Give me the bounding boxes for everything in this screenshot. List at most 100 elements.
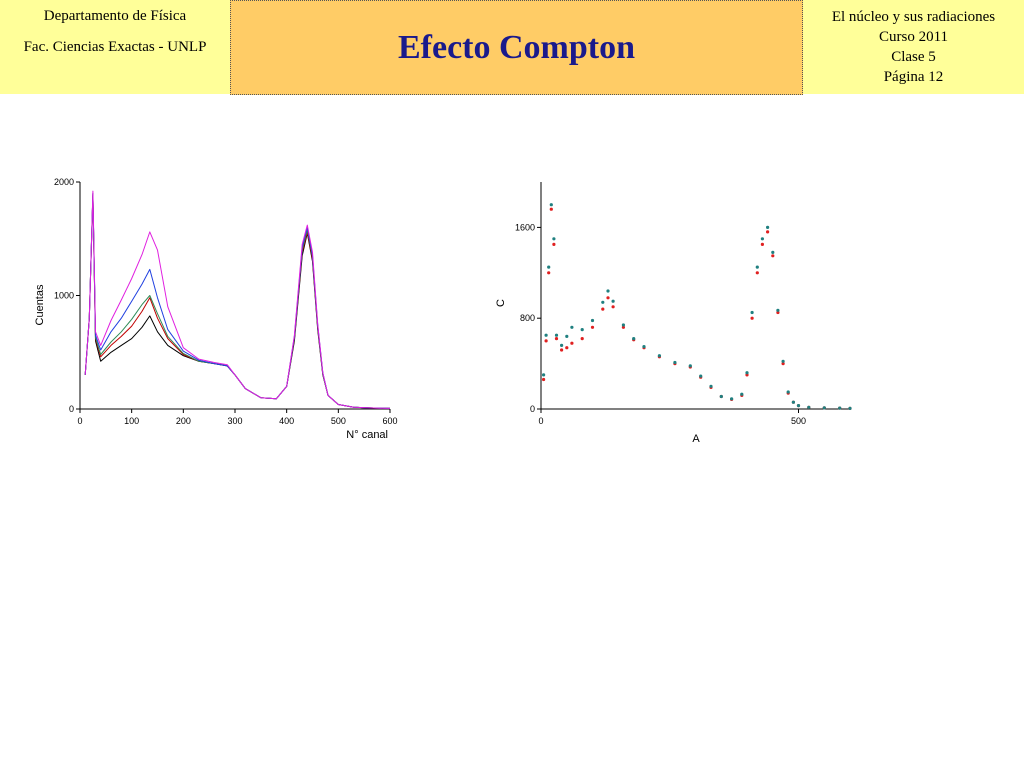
data-point bbox=[719, 394, 723, 399]
data-point bbox=[544, 333, 548, 337]
series-line-2 bbox=[84, 194, 391, 409]
data-point bbox=[657, 354, 661, 358]
series-line-3 bbox=[84, 192, 391, 409]
data-point bbox=[745, 371, 749, 375]
x-tick-label: 100 bbox=[124, 416, 139, 426]
data-point bbox=[549, 203, 553, 207]
x-tick-label: 500 bbox=[331, 416, 346, 426]
page-number: Página 12 bbox=[883, 69, 944, 85]
y-tick-label: 0 bbox=[69, 404, 74, 414]
data-point bbox=[848, 406, 852, 410]
data-point bbox=[632, 337, 636, 341]
course-year: Curso 2011 bbox=[878, 29, 949, 45]
data-point bbox=[606, 289, 610, 293]
data-point bbox=[760, 237, 764, 241]
header-right-panel: El núcleo y sus radiaciones Curso 2011 C… bbox=[803, 0, 1024, 94]
data-point bbox=[580, 328, 584, 332]
data-point bbox=[771, 250, 775, 254]
data-point bbox=[740, 392, 744, 396]
y-tick-label: 2000 bbox=[54, 177, 74, 187]
data-point bbox=[560, 343, 564, 347]
data-point bbox=[730, 397, 734, 401]
data-point bbox=[554, 333, 559, 337]
header-left-panel: Departamento de Física Fac. Ciencias Exa… bbox=[0, 0, 230, 94]
data-point bbox=[570, 341, 574, 345]
y-axis-label: Cuentas bbox=[34, 284, 46, 325]
data-point bbox=[552, 242, 556, 246]
data-point bbox=[642, 345, 646, 349]
data-point bbox=[745, 373, 749, 377]
data-point bbox=[786, 390, 790, 394]
data-point bbox=[838, 406, 842, 410]
data-point bbox=[760, 242, 764, 246]
spectrum-chart-right: 0 500 0 800 1600 A C bbox=[495, 182, 852, 445]
data-point bbox=[750, 310, 754, 315]
data-point bbox=[766, 230, 770, 234]
y-tick-label: 1600 bbox=[515, 222, 535, 232]
x-axis-label: A bbox=[692, 433, 700, 445]
data-point bbox=[709, 384, 713, 388]
x-tick-label: 400 bbox=[279, 416, 294, 426]
data-point bbox=[544, 339, 548, 343]
data-point bbox=[601, 300, 605, 304]
data-point bbox=[542, 377, 546, 382]
x-axis-label: N° canal bbox=[346, 429, 388, 441]
y-tick-label: 1000 bbox=[54, 291, 74, 301]
data-point bbox=[791, 400, 795, 404]
data-point bbox=[673, 360, 677, 365]
data-point bbox=[776, 310, 780, 315]
data-point bbox=[547, 271, 551, 275]
data-point bbox=[771, 254, 775, 258]
y-tick-label: 0 bbox=[530, 404, 535, 414]
class-number: Clase 5 bbox=[891, 49, 936, 65]
data-point bbox=[621, 325, 625, 329]
data-point bbox=[755, 271, 759, 275]
x-tick-label: 200 bbox=[176, 416, 191, 426]
series-line-0 bbox=[84, 192, 391, 409]
series-line-4 bbox=[84, 190, 391, 409]
x-tick-label: 0 bbox=[538, 416, 543, 426]
data-point bbox=[781, 359, 785, 363]
data-point bbox=[807, 405, 811, 409]
x-tick-label: 0 bbox=[77, 416, 82, 426]
data-point bbox=[552, 237, 556, 241]
data-point bbox=[580, 337, 584, 341]
data-point bbox=[590, 318, 595, 323]
data-point bbox=[611, 305, 615, 309]
series-points-1 bbox=[542, 203, 852, 410]
data-point bbox=[688, 364, 692, 368]
data-point bbox=[565, 346, 569, 350]
y-tick-label: 800 bbox=[520, 313, 535, 323]
data-point bbox=[547, 265, 551, 269]
faculty-label: Fac. Ciencias Exactas - UNLP bbox=[23, 39, 207, 55]
data-point bbox=[776, 308, 780, 312]
data-point bbox=[822, 406, 826, 410]
y-axis-label: C bbox=[495, 299, 507, 307]
data-point bbox=[590, 325, 595, 329]
data-point bbox=[611, 299, 615, 303]
data-point bbox=[601, 307, 605, 311]
data-point bbox=[750, 316, 754, 320]
spectrum-chart-left: 0 100 200 300 400 500 600 0 1000 2000 N° canal Cuen… bbox=[34, 177, 398, 441]
data-point bbox=[766, 225, 770, 229]
department-label: Departamento de Física bbox=[43, 8, 187, 24]
data-point bbox=[621, 323, 625, 327]
data-point bbox=[565, 334, 569, 338]
course-topic: El núcleo y sus radiaciones bbox=[831, 9, 996, 25]
data-point bbox=[755, 265, 759, 269]
data-point bbox=[549, 207, 553, 211]
data-point bbox=[796, 404, 801, 408]
x-tick-label: 500 bbox=[791, 416, 806, 426]
x-tick-label: 600 bbox=[382, 416, 397, 426]
data-point bbox=[554, 337, 559, 341]
data-point bbox=[781, 362, 785, 366]
header-title-panel: Efecto Compton bbox=[230, 0, 803, 95]
data-point bbox=[542, 373, 546, 377]
slide-title: Efecto Compton bbox=[397, 29, 636, 66]
data-point bbox=[560, 348, 564, 352]
data-point bbox=[699, 374, 703, 378]
series-points-0 bbox=[542, 207, 852, 410]
data-point bbox=[606, 296, 610, 300]
data-point bbox=[570, 325, 574, 329]
x-tick-label: 300 bbox=[227, 416, 242, 426]
